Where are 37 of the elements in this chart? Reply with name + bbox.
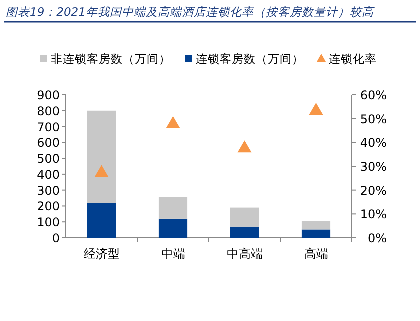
bar — [302, 230, 331, 238]
bar — [87, 203, 116, 238]
y-tick-label: 400 — [37, 168, 60, 182]
point — [166, 116, 180, 128]
point — [238, 140, 252, 153]
x-tick-label: 中端 — [161, 247, 186, 261]
chart-title: 图表19：2021年我国中端及高端酒店连锁化率（按客房数量计）较高 — [6, 5, 375, 19]
bar — [230, 208, 260, 227]
point — [94, 165, 109, 178]
point — [309, 103, 324, 116]
y-tick-label: 800 — [37, 104, 60, 118]
y2-tick-label: 60% — [360, 88, 387, 102]
legend-label: 非连锁客房数（万间） — [51, 52, 171, 66]
bar — [302, 221, 331, 230]
y2-tick-label: 10% — [360, 208, 387, 222]
y2-tick-label: 0% — [368, 232, 387, 246]
y2-tick-label: 30% — [360, 160, 387, 174]
y-tick-label: 600 — [37, 136, 60, 150]
y2-tick-label: 50% — [360, 112, 387, 126]
y-tick-label: 200 — [37, 200, 60, 214]
y2-tick-label: 40% — [360, 136, 387, 150]
y-tick-label: 700 — [37, 120, 60, 134]
y-tick-label: 100 — [37, 216, 60, 230]
x-tick-label: 中高端 — [226, 247, 263, 261]
y-tick-label: 300 — [37, 184, 60, 198]
y-tick-label: 500 — [37, 152, 60, 166]
y2-tick-label: 20% — [360, 184, 387, 198]
x-tick-label: 高端 — [304, 247, 328, 261]
y-tick-label: 0 — [52, 232, 60, 246]
bar — [87, 110, 116, 204]
legend-label: 连锁客房数（万间） — [196, 52, 304, 66]
bar — [158, 218, 188, 238]
x-tick-label: 经济型 — [84, 247, 120, 261]
bar — [158, 197, 188, 219]
y-tick-label: 900 — [37, 88, 60, 102]
bar — [230, 226, 260, 238]
legend-label: 连锁化率 — [329, 52, 377, 66]
